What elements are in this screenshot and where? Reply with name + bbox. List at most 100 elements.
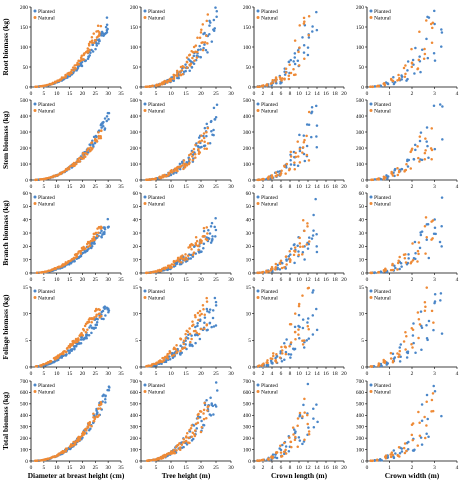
data-point-planted (86, 248, 89, 252)
data-point-natural (98, 31, 101, 34)
data-point-natural (181, 72, 184, 76)
data-point-natural (168, 264, 172, 267)
data-point-natural (430, 398, 434, 402)
data-point-planted (315, 307, 318, 311)
data-point-natural (98, 308, 101, 312)
data-point-natural (267, 270, 270, 273)
data-point-natural (198, 140, 201, 143)
data-point-planted (297, 250, 300, 253)
y-tick-label: 30 (246, 231, 252, 237)
y-tick-label: 0 (361, 365, 364, 371)
data-point-natural (181, 164, 184, 167)
data-point-planted (179, 344, 182, 347)
data-point-natural (194, 422, 198, 426)
data-point-natural (423, 47, 426, 51)
x-tick-label: 10 (296, 277, 302, 283)
data-point-planted (105, 119, 108, 123)
data-point-natural (205, 300, 209, 303)
x-tick-label: 6 (280, 371, 283, 377)
data-point-natural (425, 424, 428, 427)
data-point-planted (438, 240, 442, 244)
data-point-natural (202, 226, 206, 230)
data-point-natural (384, 267, 387, 271)
x-tick-label: 4 (271, 184, 274, 190)
data-point-planted (301, 326, 305, 330)
data-point-natural (82, 329, 86, 332)
data-point-planted (203, 43, 206, 46)
y-tick-label: 700 (243, 379, 251, 385)
data-point-natural (191, 431, 195, 435)
data-point-natural (423, 52, 427, 56)
data-point-natural (417, 241, 421, 244)
data-point-natural (161, 82, 164, 86)
data-point-planted (80, 338, 83, 341)
data-point-natural (176, 169, 179, 173)
legend-marker-planted (33, 9, 37, 13)
data-point-natural (184, 439, 188, 443)
data-point-planted (271, 453, 275, 456)
data-point-natural (398, 455, 401, 458)
data-point-planted (293, 243, 296, 246)
data-point-natural (193, 59, 196, 62)
data-point-planted (188, 69, 191, 73)
panel-branch-biomass-kg-vs-diameter-at-breast-height-cm: 0 10 20 30 40 50 60 0 5 10 15 20 25 30 35 PlantedNatura… (23, 191, 124, 283)
data-point-natural (418, 160, 421, 163)
data-point-planted (101, 309, 105, 313)
data-point-natural (184, 336, 188, 340)
data-point-natural (288, 345, 291, 348)
data-point-natural (54, 267, 57, 271)
data-point-natural (75, 162, 78, 166)
data-point-planted (72, 345, 76, 348)
data-point-planted (406, 60, 410, 63)
y-tick-label: 100 (20, 162, 28, 168)
data-point-planted (103, 232, 106, 236)
y-tick-label: 200 (356, 436, 364, 442)
data-point-natural (294, 155, 298, 159)
x-tick-label: 5 (155, 184, 158, 190)
y-tick-label: 0 (248, 85, 251, 91)
data-point-planted (185, 443, 189, 446)
data-point-planted (289, 58, 292, 62)
data-point-natural (200, 139, 204, 142)
data-point-planted (314, 104, 318, 108)
data-point-natural (192, 45, 196, 49)
data-point-planted (90, 331, 93, 335)
data-point-planted (206, 310, 209, 313)
data-point-planted (189, 60, 193, 63)
data-point-planted (298, 439, 302, 442)
data-point-planted (311, 291, 314, 294)
data-point-natural (193, 433, 196, 436)
data-point-planted (373, 459, 376, 462)
data-point-planted (425, 126, 429, 129)
data-point-natural (34, 365, 38, 368)
data-point-natural (431, 409, 435, 413)
data-point-planted (425, 323, 428, 327)
legend-marker-planted (143, 383, 147, 387)
data-point-planted (419, 310, 423, 313)
data-point-natural (416, 145, 419, 148)
data-point-planted (386, 177, 389, 180)
data-point-natural (197, 244, 200, 247)
data-point-natural (86, 328, 89, 331)
legend-marker-planted (33, 289, 37, 293)
data-point-planted (190, 65, 194, 69)
data-point-natural (264, 84, 268, 87)
y-tick-label: 200 (356, 5, 364, 11)
data-point-planted (302, 51, 306, 54)
data-point-natural (84, 330, 88, 334)
x-tick-label: 3 (433, 465, 436, 471)
data-point-planted (315, 328, 319, 332)
x-tick-label: 2 (262, 465, 265, 471)
data-point-natural (279, 259, 283, 262)
y-tick-label: 20 (23, 244, 29, 250)
y-tick-label: 500 (130, 98, 138, 104)
legend-marker-planted (143, 102, 147, 106)
data-point-natural (303, 438, 306, 441)
data-point-planted (196, 324, 199, 328)
data-point-natural (431, 392, 435, 395)
data-point-natural (86, 242, 89, 246)
data-point-natural (205, 19, 209, 23)
data-point-natural (266, 458, 270, 461)
data-point-planted (315, 233, 318, 236)
data-point-planted (310, 110, 314, 113)
